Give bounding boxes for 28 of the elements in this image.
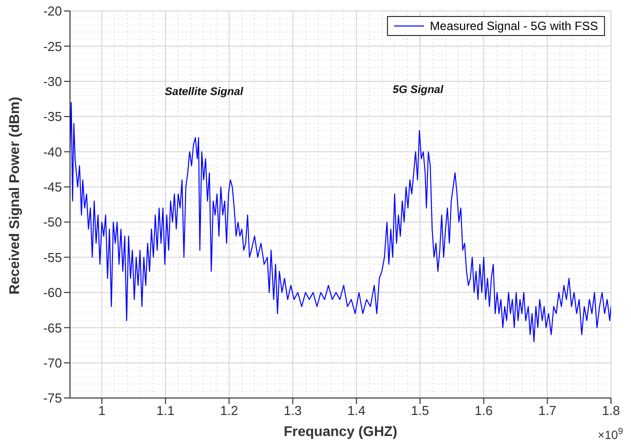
x-tick-label: 1.5 <box>411 403 430 418</box>
y-tick-label: -60 <box>43 285 62 300</box>
x-tick-label: 1.1 <box>156 403 175 418</box>
x-tick-label: 1.2 <box>220 403 238 418</box>
y-tick-label: -20 <box>43 4 62 19</box>
y-axis-title: Received Signal Power (dBm) <box>6 96 22 294</box>
annotation: Satellite Signal <box>164 86 244 98</box>
y-tick-label: -25 <box>43 38 62 54</box>
legend-label: Measured Signal - 5G with FSS <box>430 19 598 33</box>
x-tick-label: 1.8 <box>602 403 620 418</box>
x-tick-label: 1.4 <box>347 403 366 418</box>
x-tick-label: 1 <box>98 403 106 418</box>
y-tick-label: -65 <box>43 320 62 336</box>
y-tick-label: -70 <box>43 355 62 370</box>
y-tick-label: -30 <box>43 74 62 89</box>
line-series <box>70 102 611 342</box>
x-tick-label: 1.7 <box>538 403 556 418</box>
y-tick-label: -50 <box>43 214 62 230</box>
x-tick-label: 1.3 <box>284 403 302 418</box>
text: ×10$^{9}$ <box>598 426 623 442</box>
annotation: 5G Signal <box>392 84 444 96</box>
y-tick-label: -55 <box>43 250 62 265</box>
x-tick-label: 1.6 <box>474 403 493 418</box>
y-tick-label: -45 <box>43 180 62 195</box>
y-tick-label: -35 <box>43 109 62 124</box>
x-axis-title: Frequancy (GHZ) <box>284 423 398 439</box>
y-tick-label: -75 <box>43 390 62 406</box>
y-tick-label: -40 <box>43 144 62 160</box>
